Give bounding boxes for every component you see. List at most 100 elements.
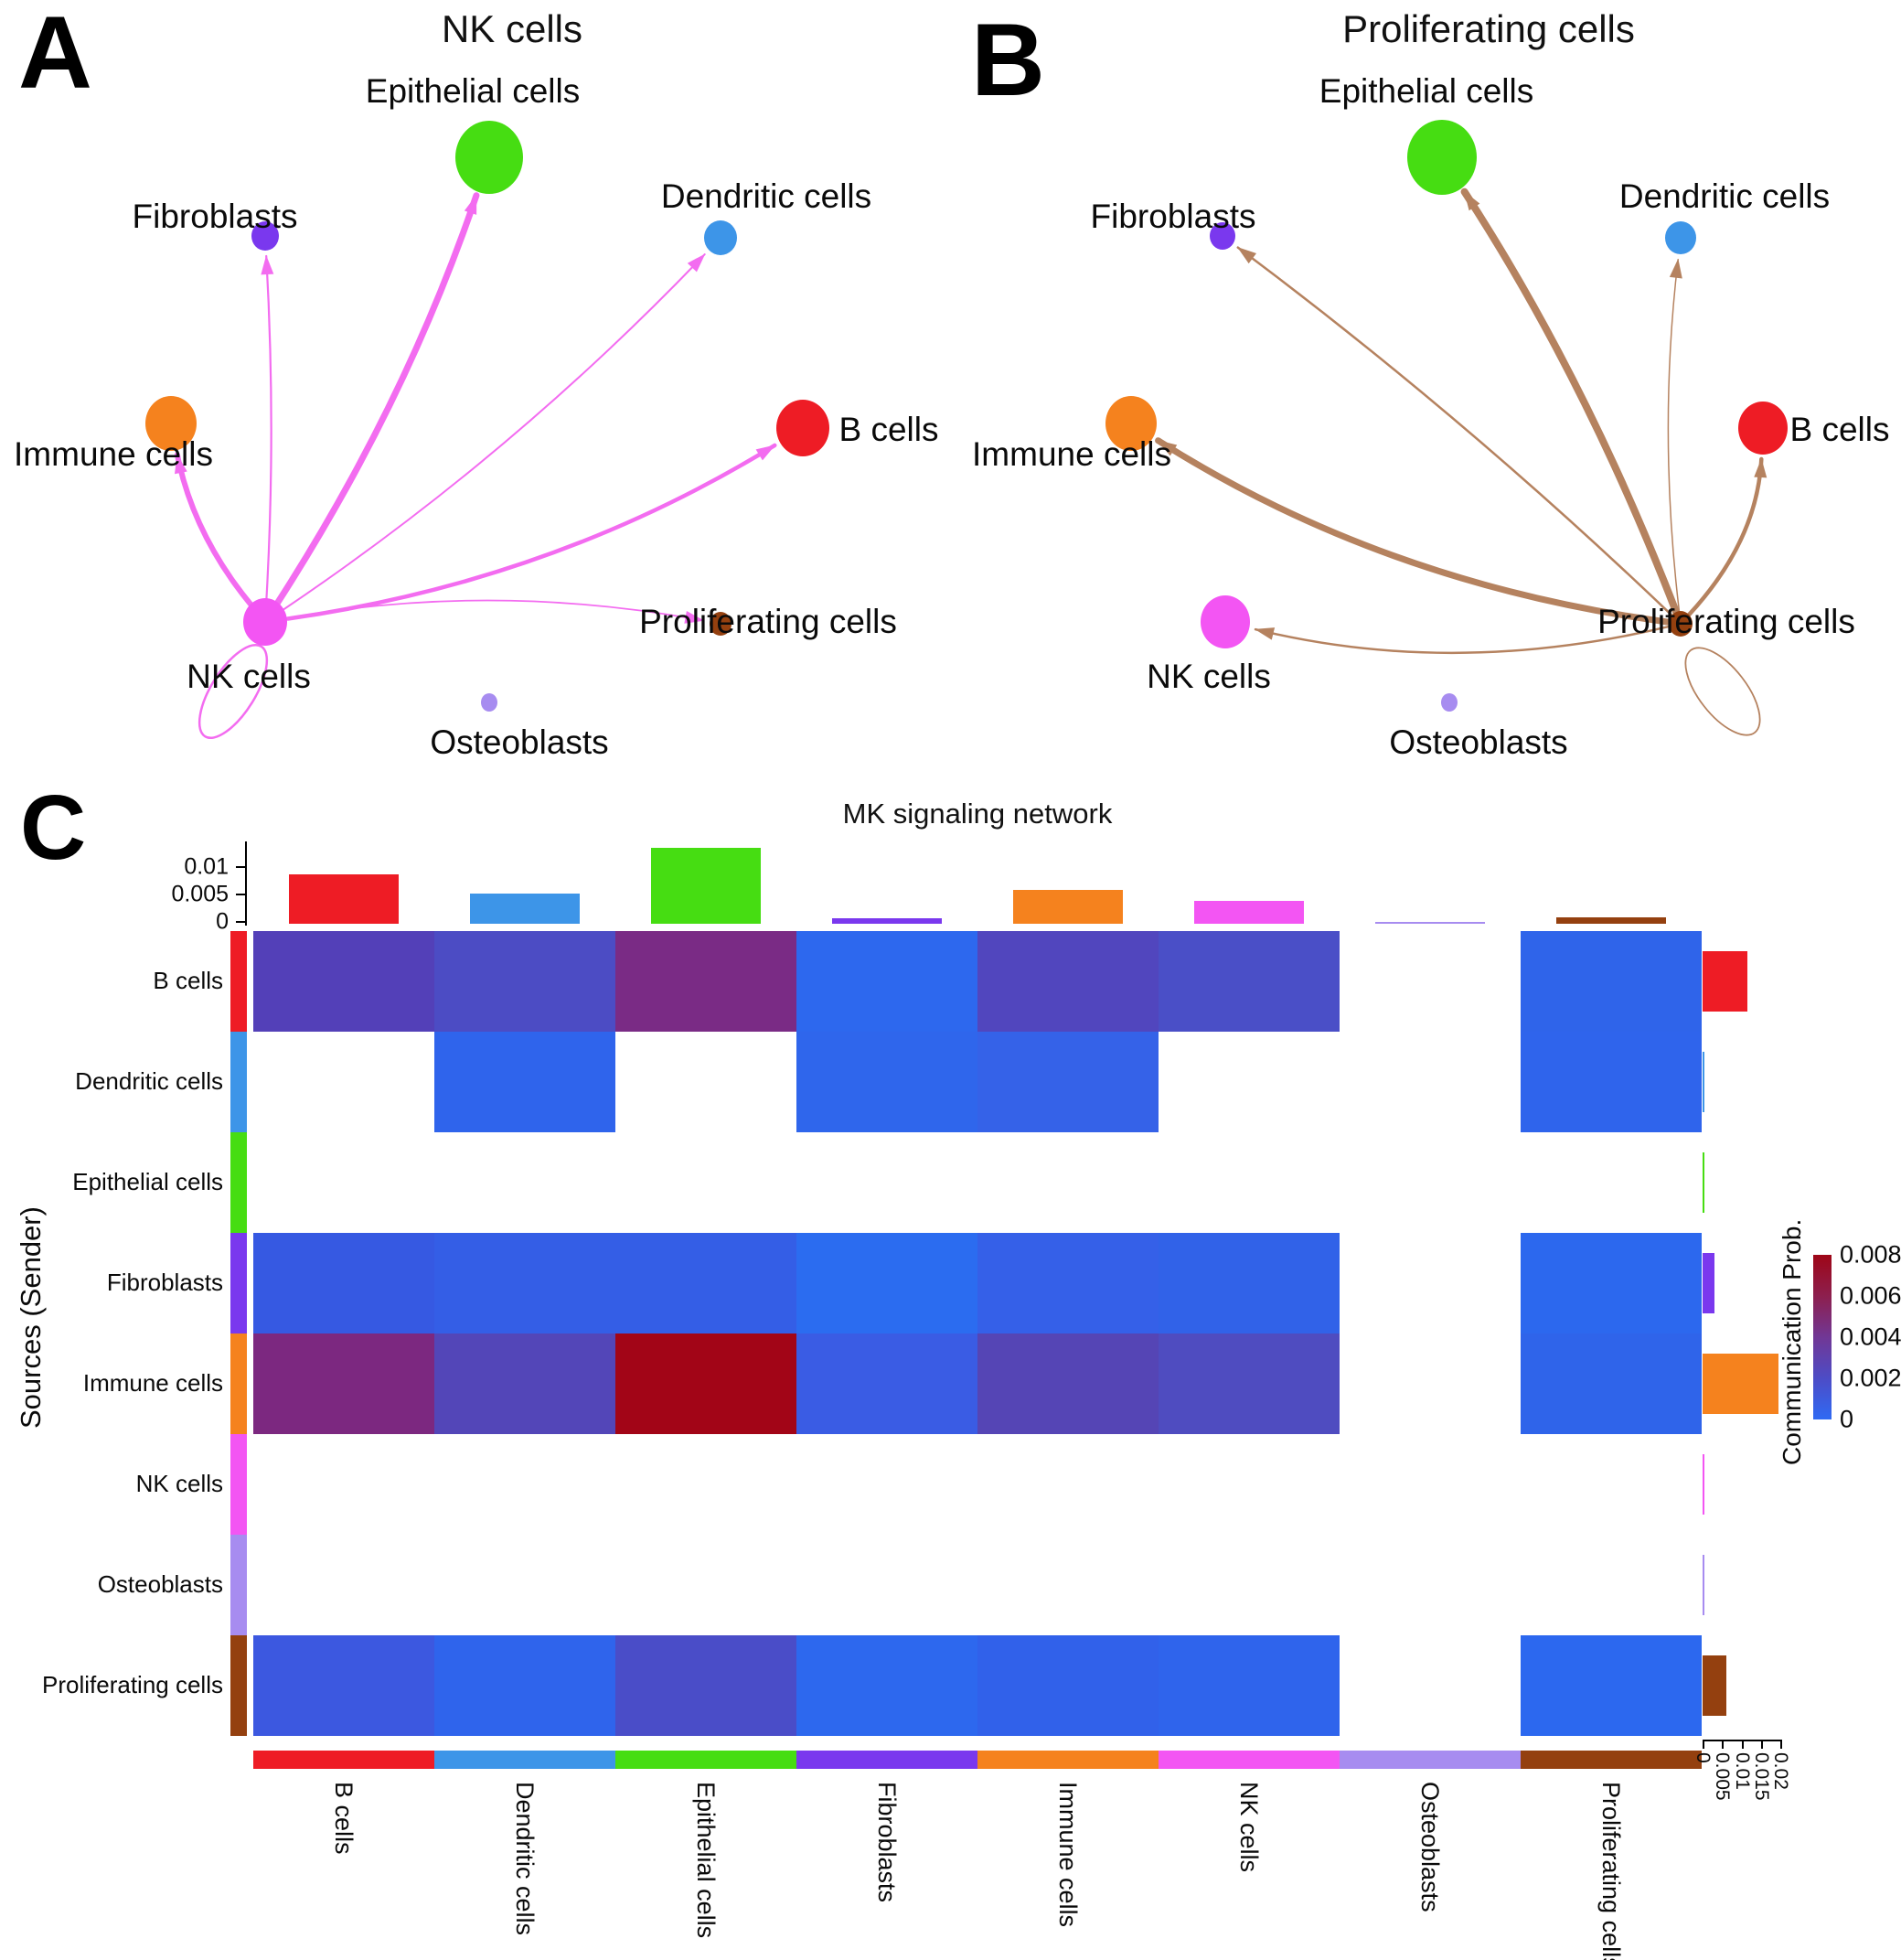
node-label-immune: Immune cells [972, 435, 1171, 473]
top-bar-3 [832, 918, 942, 924]
col-annotation-5 [1159, 1751, 1340, 1769]
heatmap-cell [1521, 1535, 1702, 1635]
right-axis-tick-label: 0.02 [1770, 1752, 1791, 1790]
top-axis-tick [236, 921, 247, 923]
top-bar-1 [470, 894, 580, 924]
heatmap-cell [977, 1233, 1159, 1333]
heatmap-cell [253, 1233, 434, 1333]
heatmap-cell [434, 1434, 615, 1535]
edge-proliferating-to-epithelial [1460, 187, 1680, 616]
edge-nk-to-epithelial [274, 192, 480, 606]
node-label-dendritic: Dendritic cells [661, 177, 871, 215]
heatmap-cell [796, 1333, 977, 1434]
node-nk [1201, 595, 1250, 648]
heatmap-cell [1340, 1132, 1521, 1233]
heatmap-cell [615, 1635, 796, 1736]
node-label-fibroblasts: Fibroblasts [1091, 198, 1256, 235]
heatmap-cell [1340, 1233, 1521, 1333]
panel-c-title: MK signaling network [842, 798, 1113, 830]
heatmap-cell [796, 1233, 977, 1333]
heatmap-cell [1340, 1333, 1521, 1434]
row-label-4: Immune cells [82, 1369, 223, 1397]
top-bar-2 [651, 848, 761, 924]
col-label-7: Proliferating cells [1597, 1782, 1625, 1960]
node-label-epithelial: Epithelial cells [1319, 72, 1533, 110]
right-axis-tick [1742, 1740, 1744, 1749]
panel-c-letter: C [20, 777, 87, 879]
row-label-7: Proliferating cells [42, 1671, 223, 1698]
node-fibroblasts [1210, 222, 1235, 250]
node-b_cells [1738, 402, 1788, 455]
col-annotation-1 [434, 1751, 615, 1769]
node-b_cells [776, 400, 829, 456]
heatmap-cell [977, 1434, 1159, 1535]
colorbar-legend [1813, 1255, 1832, 1419]
right-axis-tick-label: 0 [1693, 1752, 1714, 1763]
heatmap-cell [615, 1434, 796, 1535]
heatmap-cell [977, 1132, 1159, 1233]
node-osteoblasts [1441, 693, 1458, 712]
panel-b-title: Proliferating cells [1342, 7, 1635, 50]
heatmap-cell [1340, 1635, 1521, 1736]
heatmap-cell [434, 1233, 615, 1333]
colorbar-tick-0.002: 0.002 [1840, 1364, 1901, 1392]
top-axis-line [245, 841, 247, 926]
colorbar-tick-0: 0 [1840, 1405, 1854, 1433]
node-nk [243, 598, 287, 646]
heatmap-cell [1159, 1535, 1340, 1635]
col-annotation-7 [1521, 1751, 1702, 1769]
heatmap-cell [615, 1333, 796, 1434]
right-axis-tick [1761, 1740, 1763, 1749]
edge-proliferating-to-b_cells [1687, 456, 1768, 616]
node-label-fibroblasts: Fibroblasts [133, 198, 298, 235]
heatmap-cell [977, 1535, 1159, 1635]
node-immune [1105, 396, 1157, 451]
node-label-osteoblasts: Osteoblasts [430, 723, 608, 761]
edge-nk-to-proliferating [286, 599, 705, 624]
heatmap-cell [1159, 1635, 1340, 1736]
col-label-5: NK cells [1235, 1782, 1263, 1873]
col-label-3: Fibroblasts [873, 1782, 901, 1903]
edge-proliferating-to-fibroblasts [1236, 246, 1673, 616]
heatmap-cell [615, 1233, 796, 1333]
right-axis-tick [1780, 1740, 1782, 1749]
row-label-5: NK cells [135, 1470, 223, 1497]
top-axis-tick [236, 866, 247, 868]
heatmap-cell [1159, 1333, 1340, 1434]
row-annotation-2 [230, 1132, 247, 1233]
heatmap-cell [253, 1132, 434, 1233]
right-bar-3 [1703, 1253, 1714, 1313]
heatmap-y-axis-label: Sources (Sender) [15, 1206, 47, 1429]
right-bar-0 [1703, 951, 1747, 1012]
col-label-2: Epithelial cells [692, 1782, 720, 1939]
node-label-b_cells: B cells [839, 411, 939, 448]
heatmap-cell [434, 1032, 615, 1132]
node-proliferating [710, 612, 732, 636]
heatmap-cell [1340, 931, 1521, 1032]
colorbar-tick-0.006: 0.006 [1840, 1281, 1901, 1310]
colorbar-tick-0.004: 0.004 [1840, 1323, 1901, 1351]
edge-proliferating-to-dendritic [1667, 258, 1682, 612]
heatmap-cell [1159, 1233, 1340, 1333]
node-dendritic [1665, 221, 1696, 254]
top-bar-5 [1194, 901, 1304, 924]
heatmap-cell [434, 1132, 615, 1233]
col-label-6: Osteoblasts [1416, 1782, 1444, 1912]
edge-nk-to-immune [174, 452, 254, 607]
heatmap-cell [1521, 1233, 1702, 1333]
node-immune [145, 396, 197, 451]
heatmap-cell [1521, 1434, 1702, 1535]
colorbar-legend-title: Communication Prob. [1778, 1218, 1806, 1465]
node-label-nk: NK cells [187, 658, 311, 695]
node-label-epithelial: Epithelial cells [366, 72, 580, 110]
node-label-proliferating: Proliferating cells [639, 603, 897, 640]
panel_b-edges [1155, 187, 1768, 736]
col-label-1: Dendritic cells [511, 1782, 539, 1936]
node-label-dendritic: Dendritic cells [1619, 177, 1830, 215]
heatmap-cell [1521, 1333, 1702, 1434]
col-annotation-2 [615, 1751, 796, 1769]
colorbar-tick-0.008: 0.008 [1840, 1240, 1901, 1269]
heatmap-cell [1159, 931, 1340, 1032]
edge-proliferating-self-loop [1684, 647, 1761, 736]
edge-nk-to-b_cells [285, 443, 777, 621]
